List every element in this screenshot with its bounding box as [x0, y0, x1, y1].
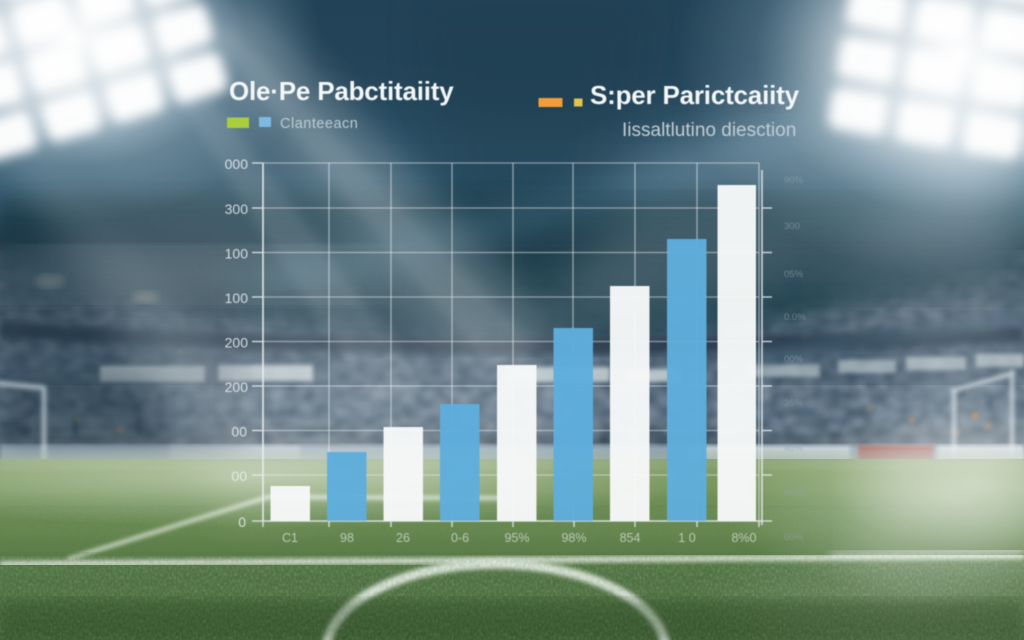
- svg-text:200: 200: [225, 335, 249, 351]
- svg-text:Iissaltlutino diesction: Iissaltlutino diesction: [622, 120, 796, 141]
- svg-text:98%: 98%: [561, 531, 586, 545]
- svg-text:00: 00: [231, 468, 247, 484]
- svg-text:00%: 00%: [784, 354, 804, 365]
- svg-text:0: 0: [238, 514, 246, 530]
- svg-text:C1: C1: [282, 531, 298, 545]
- svg-text:Ole·Pe Pabctitaiity: Ole·Pe Pabctitaiity: [229, 76, 454, 106]
- svg-text:0-6: 0-6: [451, 531, 469, 545]
- svg-text:00: 00: [231, 424, 247, 440]
- svg-text:S:per Parictcaiity: S:per Parictcaiity: [590, 80, 800, 110]
- svg-text:300: 300: [225, 201, 249, 217]
- svg-text:8%0: 8%0: [731, 531, 756, 545]
- svg-text:854: 854: [620, 531, 641, 545]
- svg-text:60%: 60%: [784, 532, 804, 543]
- svg-text:1 0: 1 0: [678, 531, 695, 545]
- svg-text:95%: 95%: [784, 488, 804, 499]
- svg-text:100: 100: [225, 290, 249, 306]
- svg-text:200: 200: [225, 379, 249, 395]
- svg-text:95%: 95%: [504, 531, 529, 545]
- svg-text:Clanteeacn: Clanteeacn: [280, 116, 358, 132]
- svg-text:90%: 90%: [784, 175, 804, 186]
- svg-text:300: 300: [784, 221, 800, 232]
- svg-text:05%: 05%: [784, 269, 804, 280]
- svg-text:100: 100: [225, 246, 249, 262]
- svg-text:000: 000: [225, 156, 249, 172]
- svg-text:40%: 40%: [784, 443, 804, 454]
- svg-text:26: 26: [396, 531, 410, 545]
- svg-text:0.0%: 0.0%: [784, 312, 806, 323]
- svg-text:35%: 35%: [784, 398, 804, 409]
- svg-text:98: 98: [340, 531, 354, 545]
